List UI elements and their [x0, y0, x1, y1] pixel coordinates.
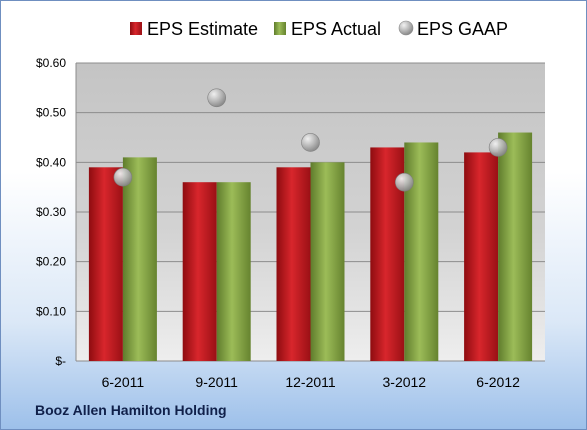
legend-actual-swatch	[274, 22, 286, 35]
legend-label: EPS Actual	[291, 19, 381, 39]
gaap-marker	[113, 167, 133, 187]
estimate-bar	[182, 182, 217, 361]
actual-bar	[498, 132, 533, 361]
legend-gaap-swatch	[398, 20, 414, 36]
legend: EPS Estimate EPS Actual EPS GAAP	[130, 19, 508, 39]
x-tick-label: 6-2012	[476, 374, 520, 390]
y-tick-label: $0.20	[36, 255, 66, 269]
gaap-markers	[113, 88, 508, 192]
y-tick-label: $-	[55, 354, 66, 368]
x-tick-label: 6-2011	[102, 374, 145, 390]
legend-label: EPS Estimate	[147, 19, 258, 39]
gaap-marker	[394, 172, 414, 192]
actual-bar	[122, 157, 157, 361]
x-tick-label: 9-2011	[195, 374, 238, 390]
company-name: Booz Allen Hamilton Holding	[35, 402, 227, 418]
axes: $- $0.10 $0.20 $0.30 $0.40 $0.50 $0.60 6-2011 9-…	[36, 56, 520, 390]
estimate-bar	[464, 152, 499, 361]
gaap-marker	[488, 138, 508, 157]
gaap-marker	[301, 133, 320, 152]
actual-bar	[310, 162, 345, 361]
x-tick-label: 3-2012	[383, 374, 427, 390]
estimate-bar	[276, 167, 311, 361]
legend-estimate-swatch	[130, 22, 142, 35]
y-tick-label: $0.10	[36, 304, 66, 318]
y-tick-label: $0.50	[36, 106, 66, 120]
y-tick-label: $0.60	[36, 56, 66, 70]
y-tick-label: $0.40	[36, 155, 66, 169]
estimate-bar	[88, 167, 123, 361]
x-tick-label: 12-2011	[285, 374, 336, 390]
actual-bar	[216, 182, 251, 361]
legend-label: EPS GAAP	[417, 19, 508, 39]
y-tick-label: $0.30	[36, 205, 66, 219]
bars	[88, 132, 533, 361]
gaap-marker	[207, 88, 226, 108]
